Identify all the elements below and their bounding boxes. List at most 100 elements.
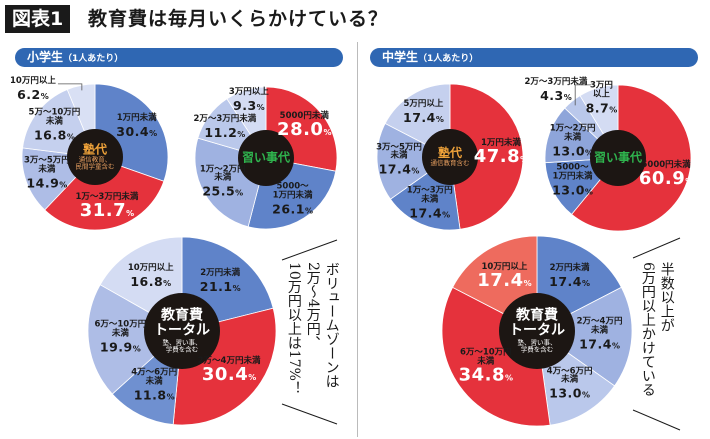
- slice-value: 6.2: [17, 86, 41, 102]
- slice-label: 2万～3万円未満 4.3%: [525, 78, 588, 104]
- percent-sign: %: [442, 210, 451, 220]
- slice-value: 4.3: [540, 87, 564, 103]
- callout-lines: [281, 237, 681, 431]
- slice-label: 3万～5万円 未満 14.9%: [24, 156, 70, 192]
- percent-sign: %: [232, 284, 241, 294]
- percent-sign: %: [323, 128, 332, 138]
- chart-center-disc: [67, 129, 123, 185]
- slice-category: 3万円 以上: [589, 80, 613, 100]
- slice-label: 1万円未満 30.4%: [116, 114, 158, 141]
- slice-category: 2万～3万円未満: [193, 113, 257, 124]
- slice-value: 30.4: [116, 124, 150, 140]
- chart-subtitle: 塾、習い事、 学費を含む: [162, 338, 202, 354]
- chart-subtitle: 通信教育含む: [430, 159, 470, 168]
- percent-sign: %: [149, 129, 158, 139]
- slice-label: 1万～2万円 未満 13.0%: [550, 124, 596, 159]
- slice-category: 5万円以上: [403, 99, 444, 110]
- chart-title: 塾代: [437, 145, 462, 160]
- slice-label: 4万～6万円 未満 13.0%: [547, 367, 593, 402]
- pie-slice: [87, 284, 183, 395]
- slice-category: 5000～ 1万円未満: [272, 181, 313, 201]
- slice-category: 3万～5万円 未満: [376, 142, 422, 162]
- slice-value: 21.1: [199, 279, 233, 295]
- panel-header-junior-high: 中学生（1人あたり）: [370, 48, 698, 67]
- percent-sign: %: [520, 155, 529, 165]
- chart-center-label: 教育費 トータル 塾、習い事、 学費を含む: [509, 308, 565, 353]
- percent-sign: %: [584, 187, 593, 197]
- slice-category: 5万～10万円 未満: [28, 107, 81, 127]
- pie-chart-0: [21, 83, 169, 231]
- slice-value: 17.4: [402, 110, 436, 126]
- slice-value: 28.0: [277, 119, 324, 141]
- chart-title: 習い事代: [241, 150, 291, 165]
- slice-label: 6万～10万円 未満 34.8%: [459, 347, 513, 386]
- slice-value: 17.4: [378, 162, 412, 178]
- callout-line-top: [281, 239, 338, 261]
- slice-value: 11.2: [204, 124, 238, 140]
- pie-chart-1: [194, 86, 338, 230]
- slice-value: 30.4: [201, 364, 249, 386]
- pie-slice: [449, 83, 524, 230]
- slice-category: 1万～3万円 未満: [406, 185, 453, 205]
- slice-label: 2万～4万円未満 30.4%: [197, 356, 261, 386]
- percent-sign: %: [256, 102, 265, 112]
- slice-label: 5万円以上 17.4%: [403, 100, 444, 126]
- panel-label: 中学生: [382, 50, 419, 64]
- page-title: 教育費は毎月いくらかけている？: [88, 8, 389, 30]
- slice-label: 1万円未満 47.8%: [474, 139, 529, 168]
- slice-category: 6万～10万円 未満: [459, 347, 512, 367]
- chart-center-disc: [422, 129, 478, 185]
- percent-sign: %: [163, 279, 172, 289]
- percent-sign: %: [59, 180, 68, 190]
- percent-sign: %: [611, 341, 620, 351]
- percent-sign: %: [126, 208, 135, 218]
- chart-center-label: 習い事代: [594, 151, 642, 164]
- percent-sign: %: [609, 105, 618, 115]
- chart-center-label: 塾代 通信教育含む: [430, 145, 470, 168]
- pie-slice: [44, 156, 165, 231]
- slice-value: 17.4: [579, 336, 612, 352]
- percent-sign: %: [166, 392, 175, 402]
- slice-category: 2万円未満: [549, 263, 590, 274]
- pie-chart-5: [441, 235, 633, 427]
- slice-category: 1万～3万円未満: [75, 191, 139, 202]
- chart-title: 塾代: [82, 142, 107, 157]
- slice-category: 4万～6万円 未満: [131, 368, 178, 388]
- percent-sign: %: [248, 373, 257, 383]
- slice-value: 13.0: [552, 182, 585, 198]
- leader-line: [57, 83, 83, 91]
- slice-value: 31.7: [79, 199, 127, 221]
- chart-center-label: 教育費 トータル 塾、習い事、 学費を含む: [154, 308, 210, 353]
- slice-value: 16.8: [33, 127, 67, 143]
- slice-label: 2万円未満 17.4%: [549, 263, 591, 291]
- slice-label: 3万円 以上 8.7%: [586, 80, 618, 117]
- callout-elementary: ボリュームゾーンは 2万～4万円、 10万円以上は17%！: [285, 262, 340, 395]
- percent-sign: %: [523, 279, 532, 289]
- slice-category: 2万～4万円未満: [197, 356, 261, 367]
- panel-header-elementary: 小学生（1人あたり）: [15, 48, 343, 67]
- slice-label: 6万～10万円 未満 19.9%: [94, 320, 146, 355]
- percent-sign: %: [581, 279, 591, 289]
- chart-center-disc: [144, 293, 220, 369]
- percent-sign: %: [237, 129, 246, 139]
- percent-sign: %: [132, 344, 141, 354]
- percent-sign: %: [66, 132, 75, 142]
- slice-category: 10万円以上: [127, 263, 174, 274]
- percent-sign: %: [40, 91, 49, 101]
- slice-value: 25.5: [202, 184, 236, 200]
- chart-center-label: 塾代 通信教育、 民間学童含む: [75, 142, 115, 171]
- chart-title: 習い事代: [593, 150, 643, 165]
- slice-category: 2万円未満: [200, 268, 241, 279]
- pie-slice: [441, 286, 551, 427]
- chart-subtitle: 通信教育、 民間学童含む: [75, 155, 115, 171]
- slice-label: 5000円未満 60.9%: [639, 161, 693, 189]
- chart-title: 教育費 トータル: [154, 307, 210, 339]
- percent-sign: %: [685, 177, 694, 187]
- slice-value: 13.0: [552, 143, 586, 159]
- pie-chart-4: [87, 236, 277, 426]
- percent-sign: %: [563, 92, 572, 102]
- slice-value: 14.9: [26, 175, 60, 191]
- slice-label: 2万円未満 21.1%: [200, 269, 241, 295]
- pie-chart-2: [376, 83, 524, 231]
